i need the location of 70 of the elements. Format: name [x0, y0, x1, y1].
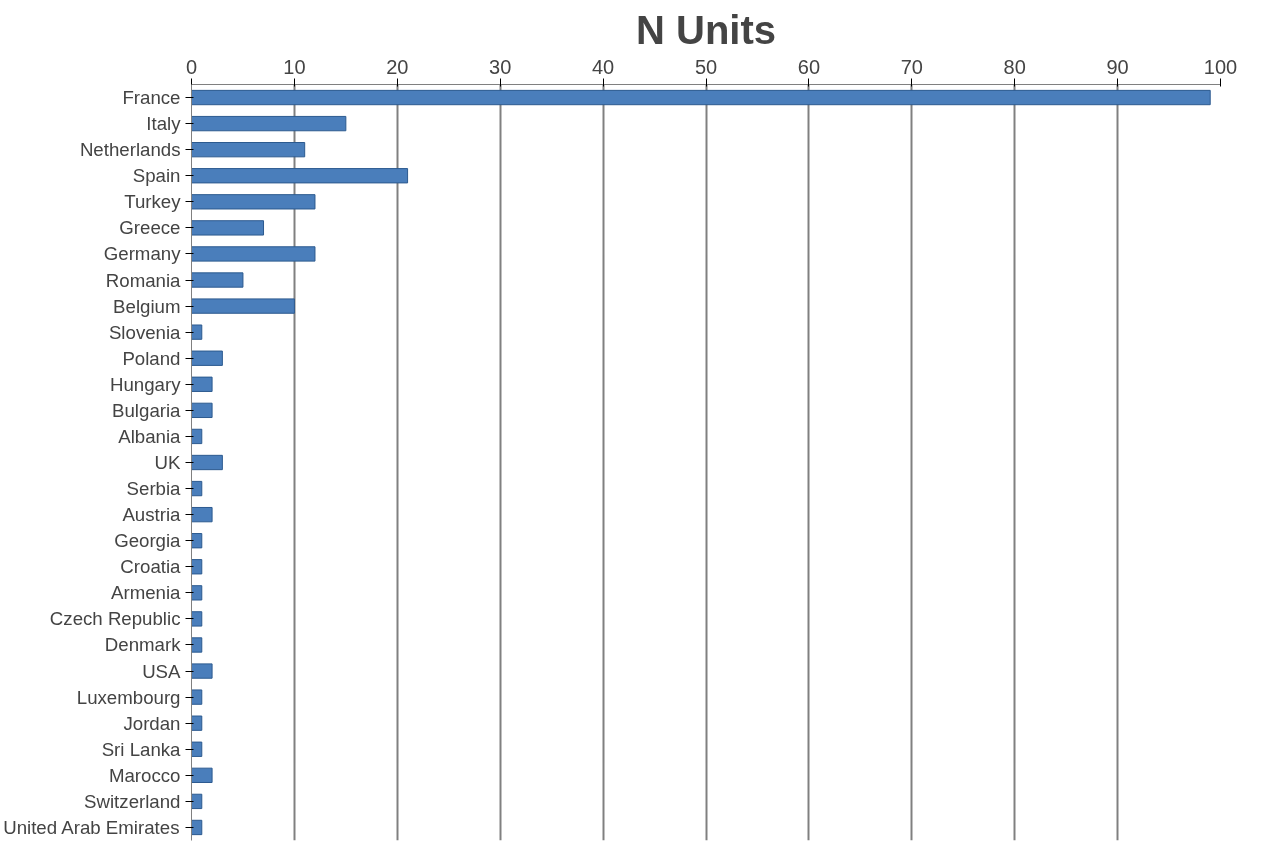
bar: [191, 298, 295, 314]
y-tick-label: Italy: [146, 113, 182, 135]
x-tick-label: 90: [1106, 55, 1129, 78]
y-tick-label: Poland: [122, 347, 181, 369]
y-tick-label: USA: [142, 660, 182, 682]
bar: [191, 142, 306, 158]
bar: [191, 376, 213, 392]
y-tick-label: United Arab Emirates: [3, 816, 180, 838]
bar: [191, 637, 203, 653]
y-tick-label: Jordan: [123, 712, 181, 734]
bar: [191, 585, 203, 601]
y-tick-label: Albania: [118, 425, 182, 447]
y-tick-label: UK: [154, 452, 182, 473]
x-tick-label: 60: [797, 55, 821, 78]
x-tick-label: 10: [283, 55, 306, 78]
bar: [191, 454, 223, 471]
bar: [191, 402, 213, 419]
bar: [191, 168, 409, 184]
y-tick-label: Luxembourg: [76, 686, 181, 708]
y-tick-label: France: [122, 87, 181, 109]
y-tick-label: Georgia: [114, 530, 182, 552]
y-tick-label: Armenia: [111, 582, 182, 604]
y-tick-label: Belgium: [113, 295, 181, 317]
x-tick-label: 40: [591, 55, 615, 78]
y-tick-label: Spain: [132, 165, 181, 187]
x-tick-label: 50: [694, 55, 718, 78]
bar: [191, 89, 1211, 106]
bar: [191, 350, 223, 366]
y-tick-label: Germany: [103, 243, 182, 265]
bar: [191, 246, 316, 262]
bar: [191, 741, 203, 757]
x-tick-label: 80: [1003, 55, 1026, 78]
x-tick-label: 0: [185, 55, 198, 78]
y-tick-label: Hungary: [109, 373, 182, 395]
bar: [191, 559, 203, 575]
y-tick-label: Netherlands: [79, 139, 181, 161]
y-tick-label: Czech Republic: [49, 608, 181, 630]
y-tick-label: Turkey: [124, 191, 182, 213]
bar: [191, 715, 203, 731]
y-tick-label: Greece: [119, 217, 181, 239]
bar: [191, 220, 265, 236]
bar: [191, 506, 213, 523]
bar: [191, 115, 347, 132]
y-tick-label: Switzerland: [84, 790, 181, 812]
y-tick-label: Serbia: [126, 478, 182, 500]
bar: [191, 272, 244, 288]
y-tick-label: Austria: [122, 504, 182, 526]
x-tick-label: 30: [489, 55, 512, 78]
bar: [191, 793, 203, 810]
x-tick-label: 20: [386, 55, 409, 78]
y-tick-label: Denmark: [104, 634, 182, 656]
y-tick-label: Romania: [105, 269, 182, 291]
x-tick-label: 70: [900, 55, 923, 78]
x-tick-label: 100: [1203, 55, 1238, 78]
bar: [191, 689, 203, 705]
bar: [191, 533, 203, 549]
bar: [191, 324, 203, 340]
bar: [191, 428, 203, 445]
y-tick-label: Slovenia: [108, 321, 182, 343]
bar: [191, 767, 213, 783]
y-tick-label: Bulgaria: [112, 399, 182, 421]
bar: [191, 194, 316, 210]
chart-title: N Units: [636, 7, 776, 52]
bar: [191, 819, 203, 836]
bar: [191, 480, 203, 497]
y-tick-label: Marocco: [108, 764, 181, 786]
bar: [191, 611, 203, 627]
y-tick-label: Croatia: [120, 556, 182, 578]
y-tick-label: Sri Lanka: [101, 738, 182, 760]
bar: [191, 663, 213, 679]
